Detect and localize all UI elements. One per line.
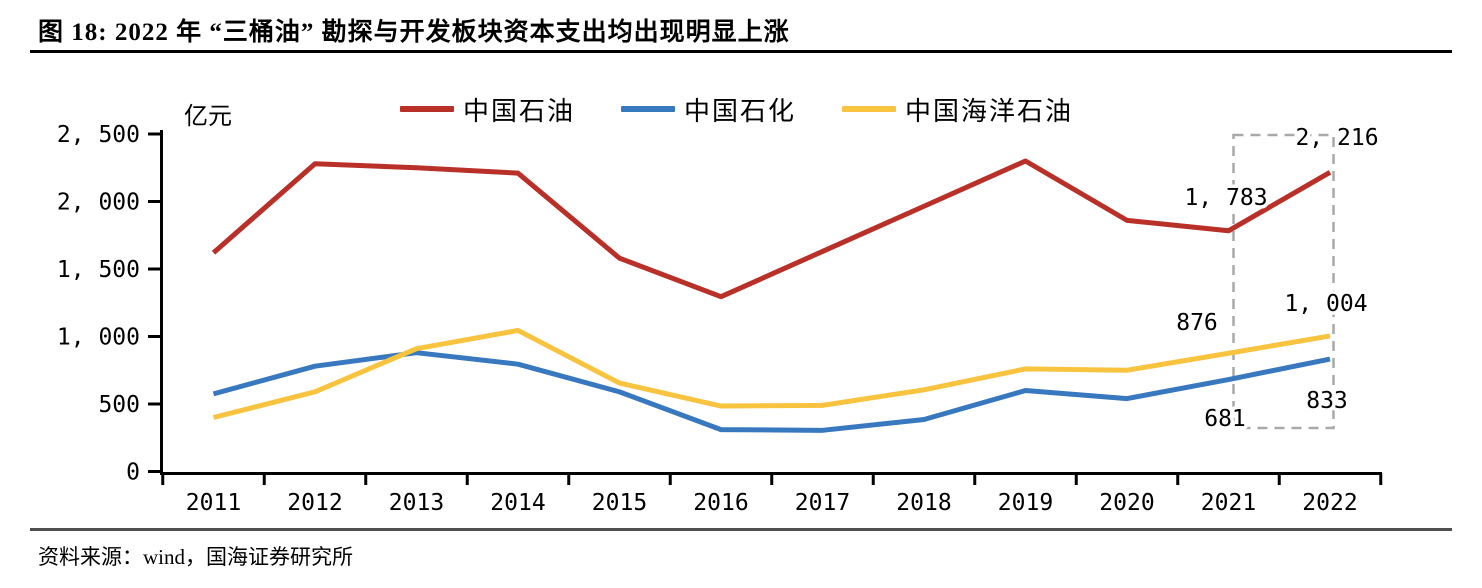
data-label: 833 <box>1306 388 1348 414</box>
legend-label-cnooc: 中国海洋石油 <box>905 96 1074 126</box>
data-label: 876 <box>1176 310 1218 336</box>
y-tick-label: 2, 000 <box>57 190 140 216</box>
data-label: 681 <box>1204 406 1246 432</box>
source-divider <box>30 528 1452 531</box>
y-tick-label: 1, 500 <box>57 257 140 283</box>
legend-label-petrochina: 中国石油 <box>463 96 576 126</box>
x-tick-label: 2014 <box>490 490 545 516</box>
x-tick-label: 2020 <box>1099 490 1154 516</box>
y-tick-label: 0 <box>126 460 140 486</box>
x-tick-label: 2016 <box>693 490 748 516</box>
cnooc-line-swatch <box>842 106 897 112</box>
title-underline <box>30 50 1452 53</box>
legend-item-petrochina: 中国石油 <box>400 91 575 128</box>
legend-label-sinopec: 中国石化 <box>684 96 797 126</box>
figure-title: 图 18: 2022 年 “三桶油” 勘探与开发板块资本支出均出现明显上涨 <box>38 19 790 46</box>
y-tick-label: 500 <box>98 392 140 418</box>
legend-item-sinopec: 中国石化 <box>621 91 796 128</box>
source-text: 资料来源：wind，国海证券研究所 <box>38 545 353 569</box>
x-tick-label: 2017 <box>795 490 850 516</box>
legend-item-cnooc: 中国海洋石油 <box>842 91 1073 128</box>
x-tick-label: 2018 <box>896 490 951 516</box>
data-label: 1, 783 <box>1184 185 1267 211</box>
x-tick-label: 2012 <box>287 490 342 516</box>
chart-legend: 中国石油 中国石化 中国海洋石油 <box>400 92 1073 126</box>
x-tick-label: 2011 <box>186 490 241 516</box>
sinopec-line-swatch <box>621 106 676 112</box>
data-label: 2, 216 <box>1295 125 1378 151</box>
x-tick-label: 2015 <box>592 490 647 516</box>
series-line-中国海洋石油 <box>212 327 1331 420</box>
petrochina-line-swatch <box>400 106 454 112</box>
highlight-box-2021-2022 <box>1232 133 1335 430</box>
series-line-中国石油 <box>211 158 1332 300</box>
y-tick-label: 2, 500 <box>57 122 140 148</box>
x-tick-label: 2022 <box>1302 490 1357 516</box>
x-tick-label: 2021 <box>1201 490 1256 516</box>
y-tick-label: 1, 000 <box>57 325 140 351</box>
y-axis-unit-label: 亿元 <box>184 103 232 130</box>
x-tick-label: 2013 <box>389 490 444 516</box>
x-tick-label: 2019 <box>998 490 1053 516</box>
data-label: 1, 004 <box>1284 291 1367 317</box>
